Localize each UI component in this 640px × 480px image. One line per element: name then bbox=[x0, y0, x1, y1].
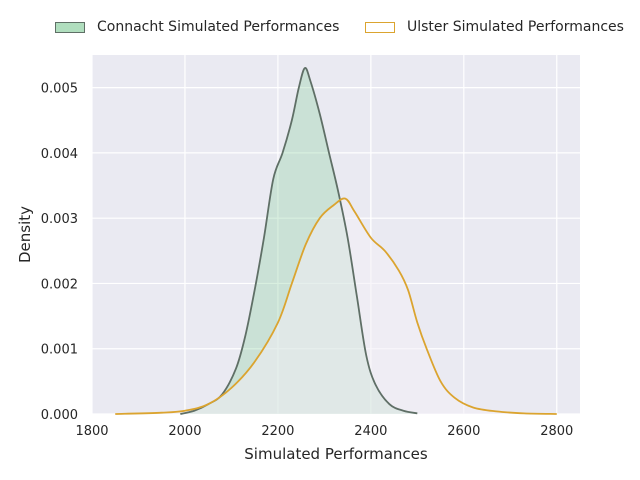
y-tick-label: 0.002 bbox=[41, 277, 78, 292]
y-tick-label: 0.001 bbox=[41, 343, 78, 358]
density-area-ulster bbox=[115, 198, 557, 414]
legend: Connacht Simulated Performances Ulster S… bbox=[0, 19, 640, 43]
x-tick-label: 1800 bbox=[75, 424, 108, 439]
density-line-ulster bbox=[115, 197, 557, 415]
x-tick-label: 2200 bbox=[261, 424, 294, 439]
y-tick-label: 0.000 bbox=[41, 408, 78, 423]
x-tick-label: 2400 bbox=[354, 424, 387, 439]
x-tick-label: 2000 bbox=[168, 424, 201, 439]
legend-item-ulster: Ulster Simulated Performances bbox=[365, 19, 624, 35]
legend-swatch-connacht bbox=[55, 21, 85, 33]
series-layer bbox=[115, 67, 557, 415]
x-axis-label: Simulated Performances bbox=[244, 445, 428, 463]
density-line-connacht bbox=[180, 67, 418, 415]
legend-item-connacht: Connacht Simulated Performances bbox=[55, 19, 339, 35]
legend-label-connacht: Connacht Simulated Performances bbox=[97, 19, 340, 35]
y-axis-label: Density bbox=[16, 206, 34, 263]
y-tick-label: 0.004 bbox=[41, 147, 78, 162]
legend-label-ulster: Ulster Simulated Performances bbox=[407, 19, 624, 35]
x-tick-label: 2800 bbox=[540, 424, 573, 439]
y-tick-label: 0.003 bbox=[41, 212, 78, 227]
x-tick-label: 2600 bbox=[447, 424, 480, 439]
y-tick-label: 0.005 bbox=[41, 82, 78, 97]
legend-swatch-ulster bbox=[365, 21, 395, 33]
x-axis: 1800 2000 2200 2400 2600 2800 bbox=[75, 424, 573, 439]
y-axis: 0.000 0.001 0.002 0.003 0.004 0.005 bbox=[41, 82, 78, 423]
